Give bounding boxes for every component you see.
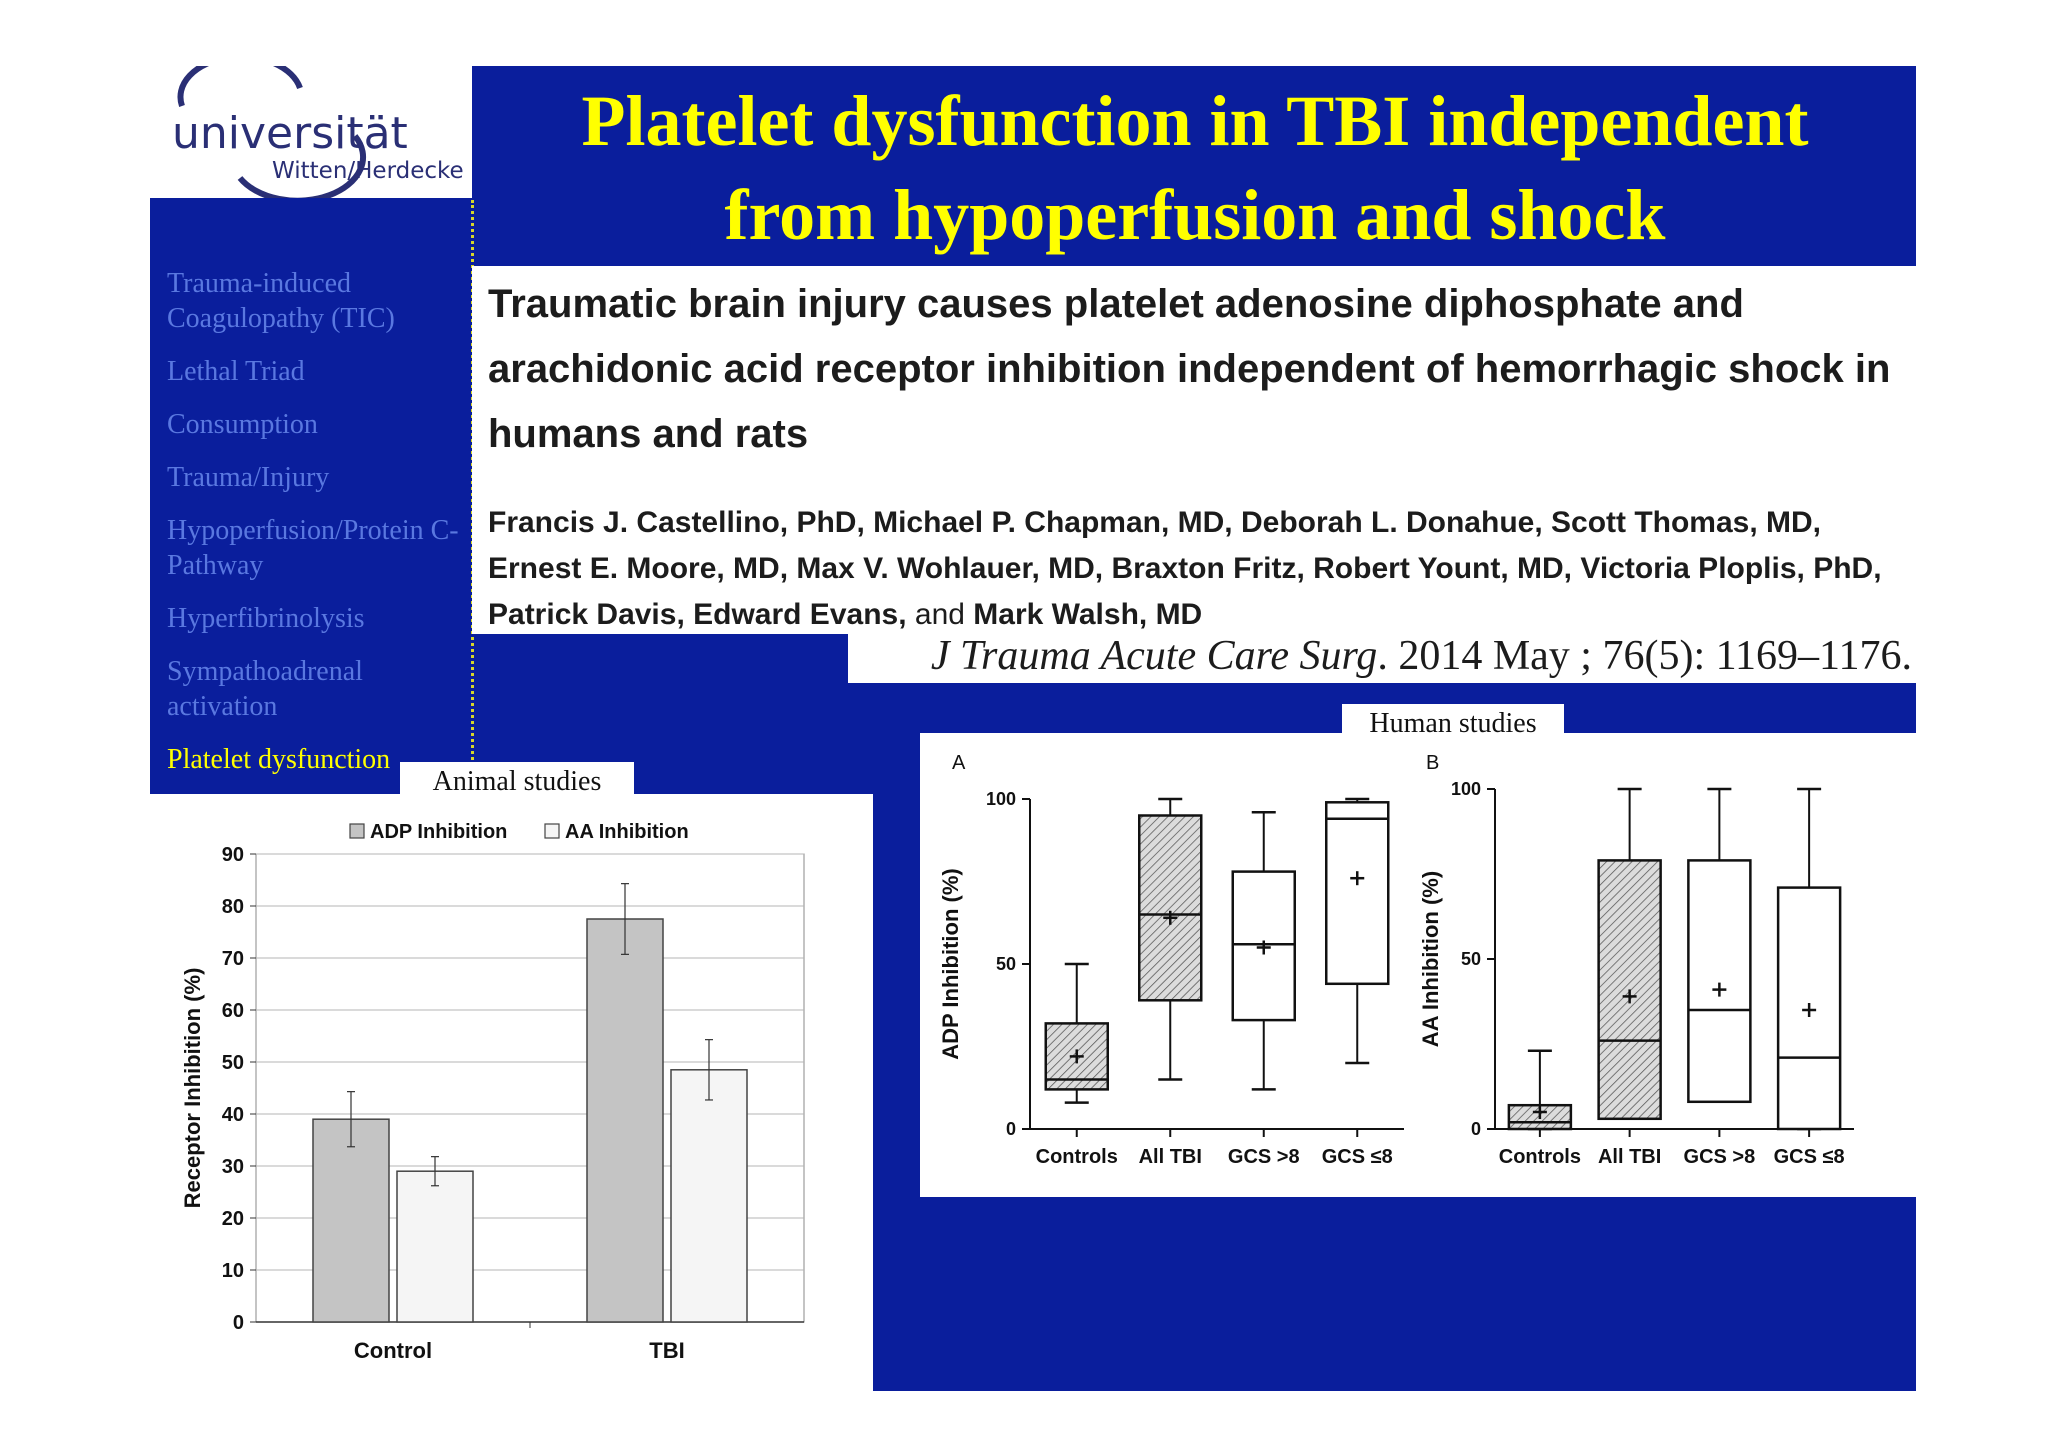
sidebar-item-consumption[interactable]: Consumption <box>167 409 318 440</box>
y-tick-label: 50 <box>1461 949 1481 969</box>
x-tick-label: Control <box>354 1338 432 1363</box>
sidebar-item-lethal-triad[interactable]: Lethal Triad <box>167 356 305 387</box>
human-studies-label: Human studies <box>1342 704 1564 744</box>
human-box-plot-panel: A 0 50 100 ADP Inhibition (%) Controls All TBI… <box>920 733 1916 1197</box>
y-tick-label: 50 <box>222 1052 244 1074</box>
sidebar-item-hyperfibrinolysis[interactable]: Hyperfibrinolysis <box>167 603 365 634</box>
y-axis-label: Receptor Inhibition (%) <box>180 968 205 1209</box>
x-tick-label: GCS >8 <box>1684 1146 1756 1168</box>
y-tick-label: 70 <box>222 948 244 970</box>
sidebar-nav: Trauma-induced Coagulopathy (TIC) Lethal… <box>167 266 467 795</box>
legend-entry: AA Inhibition <box>565 821 689 843</box>
y-tick-label: 0 <box>1471 1119 1481 1139</box>
bar <box>312 1118 390 1323</box>
x-tick-label: GCS ≤8 <box>1322 1146 1393 1168</box>
x-tick-label: GCS >8 <box>1228 1146 1300 1168</box>
y-tick-label: 40 <box>222 1104 244 1126</box>
legend-entry: ADP Inhibition <box>370 821 507 843</box>
y-axis-label: AA Inhibition (%) <box>1418 871 1443 1047</box>
human-box-plots: A 0 50 100 ADP Inhibition (%) Controls All TBI… <box>938 752 1854 1168</box>
x-tick-label: Controls <box>1499 1146 1581 1168</box>
logo-emblem-icon: universität Witten/Herdecke <box>172 66 464 198</box>
paper-authors: Francis J. Castellino, PhD, Michael P. C… <box>488 500 1898 638</box>
x-tick-label: All TBI <box>1139 1146 1202 1168</box>
logo-main-text: universität <box>172 108 408 159</box>
legend-swatch <box>349 823 365 839</box>
journal-name: J Trauma Acute Care Surg <box>930 633 1378 679</box>
legend-swatch <box>544 823 560 839</box>
panel-letter: A <box>952 752 966 774</box>
bar <box>396 1170 474 1323</box>
sidebar-item-sympathoadrenal[interactable]: Sympathoadrenal activation <box>167 656 363 722</box>
paper-title: Traumatic brain injury causes platelet a… <box>488 282 1891 456</box>
slide-title-line-2: from hypoperfusion and shock <box>724 175 1666 255</box>
sidebar-item-tic[interactable]: Trauma-induced Coagulopathy (TIC) <box>167 268 395 334</box>
box <box>1687 859 1752 1104</box>
x-tick-label: TBI <box>649 1338 684 1363</box>
animal-studies-label: Animal studies <box>400 762 634 802</box>
bar <box>670 1069 748 1323</box>
x-tick-label: GCS ≤8 <box>1774 1146 1845 1168</box>
sidebar-item-platelet-dysfunction[interactable]: Platelet dysfunction <box>167 744 391 775</box>
box <box>1138 814 1203 1002</box>
y-tick-label: 80 <box>222 896 244 918</box>
authors-and: and <box>914 598 965 631</box>
y-tick-label: 90 <box>222 844 244 866</box>
y-tick-label: 50 <box>996 954 1016 974</box>
journal-citation: J Trauma Acute Care Surg. 2014 May ; 76(… <box>862 630 1912 682</box>
citation-details: . 2014 May ; 76(5): 1169–1176. <box>1377 633 1912 679</box>
y-axis-label: ADP Inhibition (%) <box>938 868 963 1059</box>
y-tick-label: 20 <box>222 1208 244 1230</box>
university-logo: universität Witten/Herdecke <box>150 66 472 198</box>
y-tick-label: 0 <box>233 1312 244 1334</box>
y-tick-label: 60 <box>222 1000 244 1022</box>
x-tick-label: All TBI <box>1598 1146 1661 1168</box>
animal-bar-chart: 0 10 20 30 40 50 60 70 80 90 Receptor Inhibition (… <box>180 821 805 1363</box>
y-tick-label: 100 <box>1451 779 1481 799</box>
x-tick-label: Controls <box>1036 1146 1118 1168</box>
box <box>1325 801 1390 986</box>
sidebar-item-hypoperfusion[interactable]: Hypoperfusion/Protein C-Pathway <box>167 515 459 581</box>
slide-title: Platelet dysfunction in TBI independent … <box>480 74 1910 262</box>
y-tick-label: 30 <box>222 1156 244 1178</box>
logo-sub-text: Witten/Herdecke <box>272 158 464 184</box>
slide-title-line-1: Platelet dysfunction in TBI independent <box>581 81 1809 161</box>
bar <box>586 918 664 1323</box>
sidebar-item-trauma-injury[interactable]: Trauma/Injury <box>167 462 330 493</box>
y-tick-label: 10 <box>222 1260 244 1282</box>
authors-last: Mark Walsh, MD <box>973 598 1203 631</box>
animal-bar-chart-panel: 0 10 20 30 40 50 60 70 80 90 Receptor Inhibition (… <box>150 794 873 1393</box>
panel-letter: B <box>1426 752 1439 774</box>
paper-header-panel <box>472 266 1916 634</box>
y-tick-label: 100 <box>986 789 1016 809</box>
y-tick-label: 0 <box>1006 1119 1016 1139</box>
citation-panel <box>848 633 1916 683</box>
authors-list: Francis J. Castellino, PhD, Michael P. C… <box>488 506 1882 631</box>
